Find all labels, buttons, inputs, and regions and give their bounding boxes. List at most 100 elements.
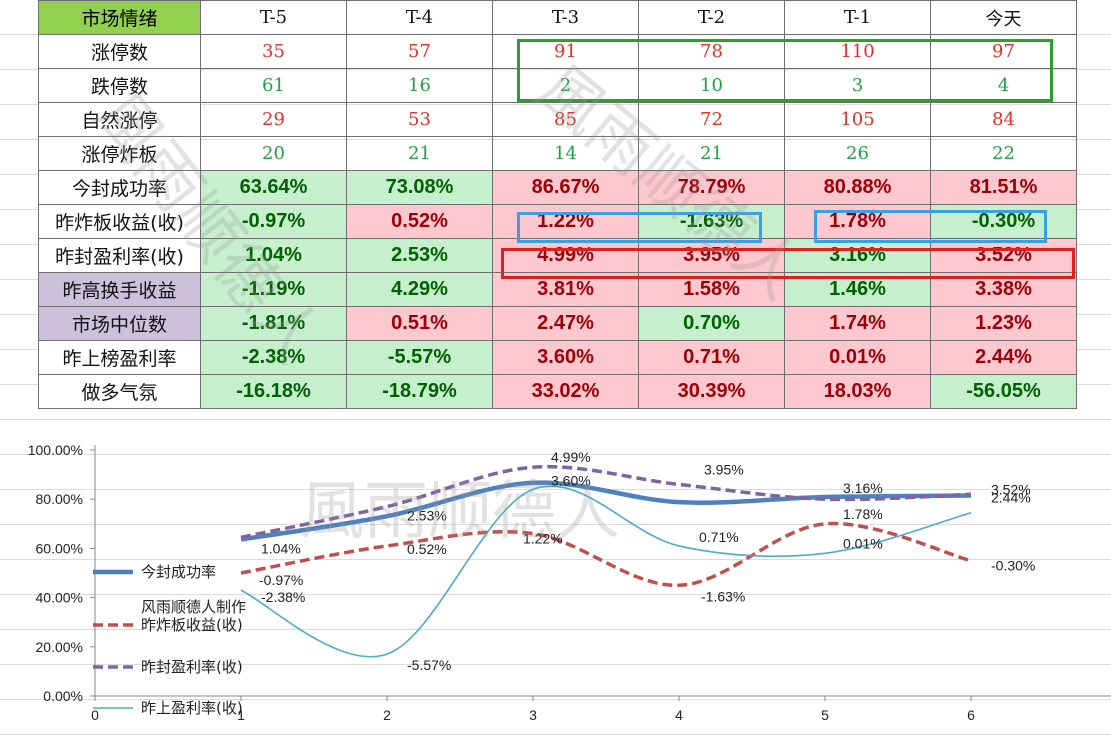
row-label: 自然涨停 xyxy=(38,102,201,137)
series-line-0 xyxy=(240,480,972,542)
table-row: 自然涨停 29 53 85 72 105 84 xyxy=(38,102,1077,137)
table-cell: 110 xyxy=(784,34,931,69)
table-header-row: 市场情绪 T-5 T-4 T-3 T-2 T-1 今天 xyxy=(38,0,1077,35)
table-cell: 1.23% xyxy=(930,306,1077,341)
data-label: 2.44% xyxy=(991,490,1031,506)
data-label: 2.53% xyxy=(407,508,447,524)
table-cell: 26 xyxy=(784,136,931,171)
data-label: -0.30% xyxy=(991,558,1035,574)
table-cell: 0.70% xyxy=(638,306,785,341)
x-tick-label: 4 xyxy=(675,707,683,723)
data-label: -1.63% xyxy=(701,588,745,604)
table-cell: 1.04% xyxy=(200,238,347,273)
data-label: -0.97% xyxy=(259,572,303,588)
table-cell: 84 xyxy=(930,102,1077,137)
legend-label: 昨上盈利率(收) xyxy=(141,699,243,717)
legend-label: 今封成功率 xyxy=(141,563,216,581)
table-cell: 21 xyxy=(346,136,493,171)
table-cell: 2.53% xyxy=(346,238,493,273)
column-header: T-4 xyxy=(346,0,493,35)
legend-label: 昨炸板收益(收) xyxy=(141,616,243,634)
table-row: 涨停炸板 20 21 14 21 26 22 xyxy=(38,136,1077,171)
table-cell: -2.38% xyxy=(200,340,347,375)
x-tick-label: 3 xyxy=(529,707,537,723)
table-cell: 1.22% xyxy=(492,204,639,239)
data-label: 3.60% xyxy=(551,472,591,488)
table-row: 跌停数 61 16 2 10 3 4 xyxy=(38,68,1077,103)
table-cell: -0.30% xyxy=(930,204,1077,239)
market-sentiment-table: 市场情绪 T-5 T-4 T-3 T-2 T-1 今天 涨停数 35 57 91 78 110 97 跌停数… xyxy=(38,0,1077,409)
row-label: 跌停数 xyxy=(38,68,201,103)
y-tick-label: 40.00% xyxy=(36,590,83,606)
table-cell: 3.60% xyxy=(492,340,639,375)
column-header: T-3 xyxy=(492,0,639,35)
table-cell: 29 xyxy=(200,102,347,137)
table-cell: 20 xyxy=(200,136,347,171)
table-cell: 4.99% xyxy=(492,238,639,273)
data-label: -5.57% xyxy=(407,657,451,673)
row-label: 昨上榜盈利率 xyxy=(38,340,201,375)
table-cell: 91 xyxy=(492,34,639,69)
row-label: 做多气氛 xyxy=(38,374,201,409)
table-cell: 4.29% xyxy=(346,272,493,307)
x-tick-label: 1 xyxy=(237,707,245,723)
table-cell: 3.16% xyxy=(784,238,931,273)
data-label: 0.01% xyxy=(843,535,883,551)
data-label: 3.52% xyxy=(991,481,1031,497)
y-tick-label: 100.00% xyxy=(28,442,83,458)
column-header: T-2 xyxy=(638,0,785,35)
table-cell: 2 xyxy=(492,68,639,103)
data-label: 1.04% xyxy=(261,540,301,556)
table-cell: -1.81% xyxy=(200,306,347,341)
x-tick-label: 6 xyxy=(967,707,975,723)
table-row: 涨停数 35 57 91 78 110 97 xyxy=(38,34,1077,69)
column-header: T-5 xyxy=(200,0,347,35)
table-cell: 21 xyxy=(638,136,785,171)
table-cell: -1.63% xyxy=(638,204,785,239)
table-corner-label: 市场情绪 xyxy=(38,0,201,35)
table-cell: 3.52% xyxy=(930,238,1077,273)
table-cell: 22 xyxy=(930,136,1077,171)
data-label: 1.78% xyxy=(843,506,883,522)
table-row: 昨上榜盈利率 -2.38% -5.57% 3.60% 0.71% 0.01% 2.44% xyxy=(38,340,1077,375)
table-cell: 3.38% xyxy=(930,272,1077,307)
table-cell: 14 xyxy=(492,136,639,171)
table-cell: 61 xyxy=(200,68,347,103)
table-cell: 1.58% xyxy=(638,272,785,307)
data-label: 3.95% xyxy=(704,461,744,477)
row-label: 涨停炸板 xyxy=(38,136,201,171)
table-cell: 35 xyxy=(200,34,347,69)
data-label: 1.22% xyxy=(523,531,563,547)
line-chart: 0.00% 20.00% 40.00% 60.00% 80.00% 100.00% 0 1 2 3… xyxy=(28,442,1111,723)
data-label: 0.52% xyxy=(407,541,447,557)
data-label: -2.38% xyxy=(261,589,305,605)
row-label: 昨封盈利率(收) xyxy=(38,238,201,273)
table-cell: 1.78% xyxy=(784,204,931,239)
table-cell: 1.74% xyxy=(784,306,931,341)
table-cell: 73.08% xyxy=(346,170,493,205)
table-cell: -16.18% xyxy=(200,374,347,409)
y-tick-label: 80.00% xyxy=(36,491,83,507)
table-cell: 63.64% xyxy=(200,170,347,205)
table-cell: -0.97% xyxy=(200,204,347,239)
table-cell: -18.79% xyxy=(346,374,493,409)
table-row: 昨炸板收益(收) -0.97% 0.52% 1.22% -1.63% 1.78% -0.30… xyxy=(38,204,1077,239)
x-tick-label: 0 xyxy=(91,707,99,723)
table-row: 昨高换手收益 -1.19% 4.29% 3.81% 1.58% 1.46% 3.38% xyxy=(38,272,1077,307)
data-label: 3.16% xyxy=(843,480,883,496)
table-cell: 86.67% xyxy=(492,170,639,205)
series-line-1 xyxy=(240,521,972,588)
row-label: 涨停数 xyxy=(38,34,201,69)
y-tick-label: 20.00% xyxy=(36,639,83,655)
y-tick-label: 0.00% xyxy=(43,688,83,704)
table-cell: 57 xyxy=(346,34,493,69)
legend-maker-note: 风雨顺德人制作 xyxy=(141,598,246,616)
row-label: 今封成功率 xyxy=(38,170,201,205)
row-label: 昨炸板收益(收) xyxy=(38,204,201,239)
data-label: 0.71% xyxy=(699,529,739,545)
table-cell: 97 xyxy=(930,34,1077,69)
table-cell: -56.05% xyxy=(930,374,1077,409)
table-cell: 0.71% xyxy=(638,340,785,375)
table-row: 今封成功率 63.64% 73.08% 86.67% 78.79% 80.88% 81.51… xyxy=(38,170,1077,205)
table-cell: 0.52% xyxy=(346,204,493,239)
